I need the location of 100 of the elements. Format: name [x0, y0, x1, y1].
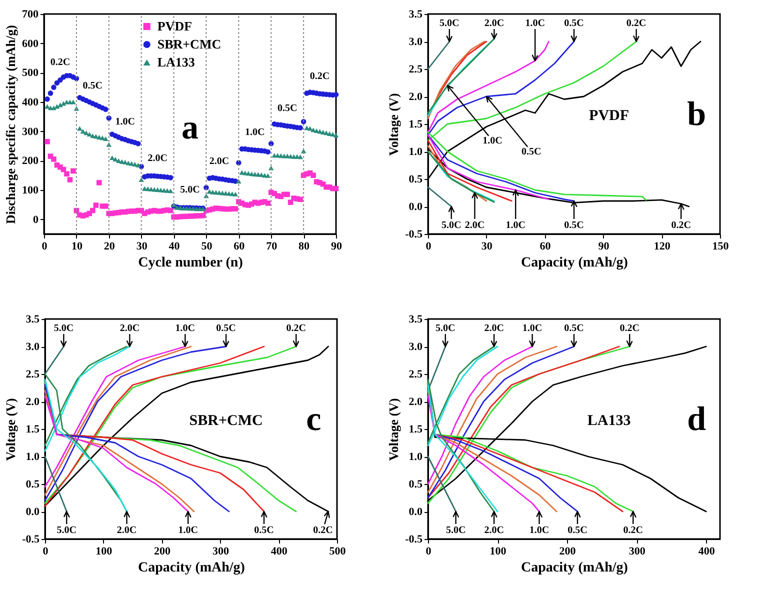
annotation: 1.0C [178, 525, 198, 536]
annotation: 0.5C [564, 220, 584, 231]
x-tick-label: 80 [298, 240, 310, 252]
y-axis-title: Voltage (V) [3, 398, 18, 461]
y-tick-label: 0.5 [26, 478, 40, 490]
x-tick-label: 60 [234, 240, 246, 252]
annotation: 0.5C [568, 525, 588, 536]
annotation: 1.0C [522, 323, 542, 334]
y-tick-label: 1.5 [408, 424, 423, 436]
annotation: 0.2C [313, 525, 333, 536]
y-tick-label: -0.5 [22, 534, 40, 546]
x-tick-label: 30 [481, 240, 493, 252]
annotation: 2.0C [148, 153, 168, 164]
x-tick-label: 400 [270, 546, 288, 558]
y-tick-label: 0.5 [408, 174, 423, 186]
annotation: 2.0C [209, 156, 230, 167]
annotation: 0.2C [50, 57, 70, 68]
y-tick-label: 2.0 [408, 396, 423, 408]
annotation: 2.0C [484, 525, 504, 536]
annotation: b [687, 96, 706, 134]
x-tick-label: 0 [426, 240, 432, 252]
y-tick-label: 2.5 [26, 368, 40, 380]
annotation: 0.2C [310, 70, 330, 82]
y-tick-label: 2.5 [408, 368, 423, 380]
y-tick-label: 400 [22, 96, 39, 108]
annotation: 0.2C [671, 220, 691, 231]
x-axis-title: Capacity (mAh/g) [521, 560, 628, 576]
y-tick-label: 3.0 [408, 341, 423, 353]
annotation: c [306, 401, 322, 438]
annotation: 0.2C [626, 18, 646, 29]
annotation: 0.5C [522, 146, 542, 158]
legend-label: SBR+CMC [157, 36, 222, 52]
y-tick-label: 3.5 [408, 8, 423, 20]
y-axis-title: Discharge specific capacity (mAh/g) [3, 25, 18, 224]
y-tick-label: 3.0 [26, 341, 40, 353]
x-axis-title: Capacity (mAh/g) [521, 256, 628, 270]
x-tick-label: 0 [42, 546, 49, 558]
x-tick-label: 200 [154, 546, 172, 558]
annotation: LA133 [587, 413, 631, 430]
x-tick-label: 0 [426, 546, 432, 558]
annotation: 1.0C [115, 116, 135, 128]
annotation: 2.0C [484, 323, 504, 334]
annotation: a [182, 109, 198, 146]
annotation: 5.0C [441, 220, 462, 231]
annotation: 1.0C [506, 220, 526, 231]
legend-label: LA133 [157, 54, 196, 70]
y-tick-label: 0.0 [408, 506, 423, 518]
y-tick-label: 0 [33, 214, 39, 226]
y-tick-label: 3.5 [408, 314, 423, 326]
y-tick-label: 200 [22, 155, 39, 168]
y-tick-label: 2.5 [408, 64, 423, 76]
y-tick-label: 2.0 [26, 396, 40, 408]
annotation: 5.0C [180, 184, 200, 196]
annotation: 0.5C [216, 323, 236, 334]
y-tick-label: 1.5 [26, 424, 40, 436]
annotation: 0.2C [286, 323, 306, 334]
x-tick-label: 200 [559, 546, 576, 558]
y-tick-label: 100 [22, 184, 39, 196]
y-tick-label: 700 [22, 8, 39, 20]
annotation: 0.5C [277, 103, 298, 114]
y-axis-title: Voltage (V) [386, 93, 402, 156]
x-tick-label: 400 [698, 546, 716, 558]
annotation: 5.0C [56, 525, 76, 536]
annotation: 0.5C [564, 18, 584, 29]
y-tick-label: 1.0 [408, 146, 423, 158]
annotation: 1.0C [529, 525, 550, 536]
annotation: 5.0C [446, 525, 466, 536]
x-tick-label: 90 [598, 240, 610, 252]
x-tick-label: 120 [654, 240, 671, 252]
y-tick-label: 3.5 [26, 314, 40, 326]
x-tick-label: 20 [104, 240, 116, 252]
annotation: 0.5C [254, 525, 274, 536]
y-tick-label: 1.0 [26, 451, 40, 463]
y-tick-label: 600 [22, 38, 39, 50]
x-tick-label: 40 [168, 240, 180, 252]
x-tick-label: 500 [329, 546, 346, 558]
x-tick-label: 100 [490, 546, 507, 558]
x-tick-label: 30 [136, 240, 148, 252]
y-tick-label: 300 [22, 126, 39, 138]
annotation: PVDF [589, 108, 630, 124]
y-tick-label: 0.5 [408, 478, 423, 490]
annotation: 1.0C [245, 127, 265, 138]
annotation: 2.0C [116, 525, 137, 536]
y-tick-label: -0.5 [405, 228, 423, 240]
annotation: 2.0C [464, 220, 485, 231]
annotation: 2.0C [120, 323, 140, 334]
x-tick-label: 300 [628, 546, 646, 558]
legend-label: PVDF [157, 18, 192, 34]
y-tick-label: -0.5 [405, 534, 423, 546]
annotation: 0.5C [564, 323, 584, 334]
x-tick-label: 60 [540, 240, 552, 252]
y-axis-title: Voltage (V) [386, 398, 402, 461]
annotation: 5.0C [54, 323, 74, 334]
x-tick-label: 10 [71, 240, 83, 252]
annotation: 5.0C [440, 18, 460, 29]
x-tick-label: 90 [331, 240, 342, 252]
y-tick-label: 0.0 [408, 201, 423, 213]
annotation: 1.0C [175, 323, 196, 334]
annotation: 5.0C [436, 323, 456, 334]
y-tick-label: 2.0 [408, 91, 423, 103]
